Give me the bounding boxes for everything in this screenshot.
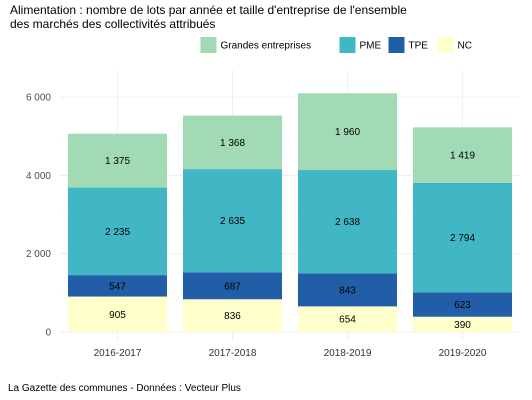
data-label-tpe-2017-2018: 687: [224, 281, 241, 292]
x-tick-label: 2016-2017: [94, 348, 142, 359]
legend: Grandes entreprises PME TPE NC: [200, 37, 472, 53]
data-label-nc-2016-2017: 905: [109, 310, 126, 321]
bar-pme-2018-2019: [298, 170, 397, 274]
data-label-tpe-2018-2019: 843: [339, 285, 356, 296]
x-tick-label: 2018-2019: [324, 348, 372, 359]
chart-title-line-2: des marchés des collectivités attribués: [10, 17, 215, 31]
data-label-grandes-entreprises-2019-2020: 1 419: [450, 151, 475, 162]
data-label-pme-2017-2018: 2 635: [220, 216, 245, 227]
bar-tpe-2018-2019: [298, 273, 397, 307]
bar-pme-2016-2017: [68, 187, 167, 276]
data-label-nc-2017-2018: 836: [224, 311, 241, 322]
bar-grandes-entreprises-2019-2020: [413, 127, 512, 183]
data-label-pme-2016-2017: 2 235: [105, 227, 130, 238]
data-label-tpe-2016-2017: 547: [109, 281, 126, 292]
data-label-nc-2019-2020: 390: [454, 320, 471, 331]
bar-nc-2016-2017: [68, 296, 167, 332]
data-label-nc-2018-2019: 654: [339, 315, 356, 326]
legend-label-tpe: TPE: [409, 41, 429, 52]
data-label-grandes-entreprises-2016-2017: 1 375: [105, 156, 130, 167]
chart-title: Alimentation : nombre de lots par année …: [10, 3, 407, 31]
data-label-pme-2018-2019: 2 638: [335, 217, 360, 228]
y-axis: 0 2 000 4 000 6 000: [26, 93, 51, 339]
y-tick-label: 4 000: [26, 171, 51, 182]
legend-label-pme: PME: [360, 41, 382, 52]
data-label-tpe-2019-2020: 623: [454, 300, 471, 311]
legend-key-pme: [339, 37, 356, 53]
x-axis: 2016-2017 2017-2018 2018-2019 2019-2020: [94, 348, 487, 359]
data-label-grandes-entreprises-2017-2018: 1 368: [220, 138, 245, 149]
bar-grandes-entreprises-2016-2017: [68, 133, 167, 188]
bar-nc-2019-2020: [413, 316, 512, 332]
legend-label-grandes-entreprises: Grandes entreprises: [221, 41, 312, 52]
legend-key-nc: [437, 37, 454, 53]
bar-grandes-entreprises-2017-2018: [183, 115, 282, 170]
bar-grandes-entreprises-2018-2019: [298, 93, 397, 171]
legend-key-tpe: [388, 37, 405, 53]
y-tick-label: 6 000: [26, 93, 51, 104]
bar-tpe-2016-2017: [68, 275, 167, 297]
bar-pme-2017-2018: [183, 169, 282, 273]
source-note: La Gazette des communes - Données : Vect…: [8, 383, 241, 394]
bar-pme-2019-2020: [413, 182, 512, 293]
data-label-grandes-entreprises-2018-2019: 1 960: [335, 127, 360, 138]
bar-tpe-2019-2020: [413, 292, 512, 317]
legend-label-nc: NC: [458, 41, 472, 52]
bar-tpe-2017-2018: [183, 272, 282, 300]
data-label-pme-2019-2020: 2 794: [450, 233, 475, 244]
bars: 905 547 2 235 1 375 836 687 2 635 1 368 654 843 2 …: [68, 93, 512, 332]
y-tick-label: 2 000: [26, 249, 51, 260]
x-tick-label: 2019-2020: [439, 348, 487, 359]
x-tick-label: 2017-2018: [209, 348, 257, 359]
y-tick-label: 0: [45, 328, 51, 339]
chart-title-line-1: Alimentation : nombre de lots par année …: [10, 3, 407, 17]
bar-nc-2017-2018: [183, 299, 282, 332]
legend-key-grandes-entreprises: [200, 37, 217, 53]
bar-nc-2018-2019: [298, 306, 397, 332]
